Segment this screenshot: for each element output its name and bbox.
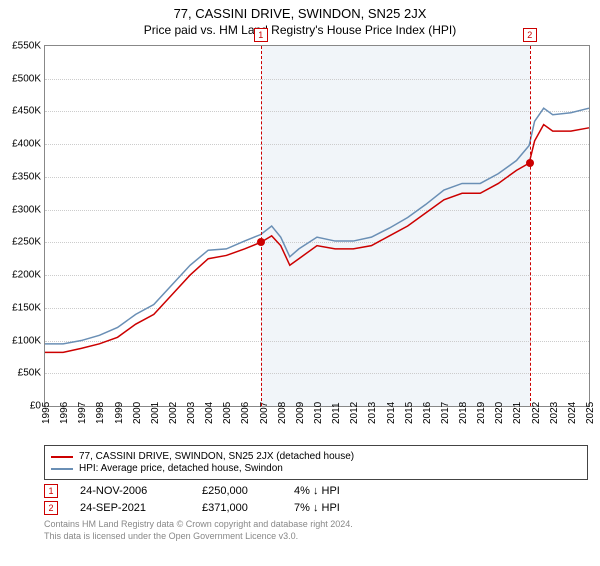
y-axis-label: £100K (12, 335, 41, 346)
transaction-row: 1 24-NOV-2006 £250,000 4% ↓ HPI (44, 484, 588, 498)
y-axis-label: £250K (12, 237, 41, 248)
transaction-hpi-diff: 7% ↓ HPI (294, 502, 374, 514)
transaction-row: 2 24-SEP-2021 £371,000 7% ↓ HPI (44, 501, 588, 515)
line-layer (45, 46, 589, 406)
transaction-number: 1 (44, 484, 58, 498)
transaction-line (530, 46, 531, 406)
series-price_paid (45, 125, 589, 353)
plot-area: £0£50K£100K£150K£200K£250K£300K£350K£400… (44, 45, 588, 405)
y-axis-label: £200K (12, 270, 41, 281)
transaction-hpi-diff: 4% ↓ HPI (294, 485, 374, 497)
legend-item: 77, CASSINI DRIVE, SWINDON, SN25 2JX (de… (51, 451, 581, 462)
chart-container: { "title": "77, CASSINI DRIVE, SWINDON, … (0, 6, 600, 566)
y-axis-label: £350K (12, 171, 41, 182)
chart-subtitle: Price paid vs. HM Land Registry's House … (0, 23, 600, 37)
series-hpi (45, 108, 589, 344)
transaction-price: £250,000 (202, 485, 272, 497)
y-axis-label: £450K (12, 106, 41, 117)
y-axis-label: £150K (12, 302, 41, 313)
legend-item: HPI: Average price, detached house, Swin… (51, 463, 581, 474)
legend-swatch (51, 468, 73, 470)
legend-label: 77, CASSINI DRIVE, SWINDON, SN25 2JX (de… (79, 451, 354, 462)
transaction-price: £371,000 (202, 502, 272, 514)
y-axis-label: £550K (12, 41, 41, 52)
legend-label: HPI: Average price, detached house, Swin… (79, 463, 283, 474)
footer: Contains HM Land Registry data © Crown c… (44, 519, 588, 542)
y-axis-label: £300K (12, 204, 41, 215)
transaction-date: 24-SEP-2021 (80, 502, 180, 514)
transaction-marker: 2 (523, 28, 537, 42)
y-axis-label: £50K (18, 368, 41, 379)
transaction-date: 24-NOV-2006 (80, 485, 180, 497)
footer-line-1: Contains HM Land Registry data © Crown c… (44, 519, 588, 531)
transaction-number: 2 (44, 501, 58, 515)
transaction-dot (257, 238, 265, 246)
chart-title: 77, CASSINI DRIVE, SWINDON, SN25 2JX (0, 6, 600, 21)
transaction-dot (526, 159, 534, 167)
y-axis-label: £500K (12, 73, 41, 84)
y-axis-label: £0 (30, 401, 41, 412)
transactions-table: 1 24-NOV-2006 £250,000 4% ↓ HPI 2 24-SEP-2021… (44, 484, 588, 515)
y-axis-label: £400K (12, 139, 41, 150)
legend-swatch (51, 456, 73, 458)
transaction-line (261, 46, 262, 406)
footer-line-2: This data is licensed under the Open Gov… (44, 531, 588, 543)
legend: 77, CASSINI DRIVE, SWINDON, SN25 2JX (de… (44, 445, 588, 480)
transaction-marker: 1 (254, 28, 268, 42)
